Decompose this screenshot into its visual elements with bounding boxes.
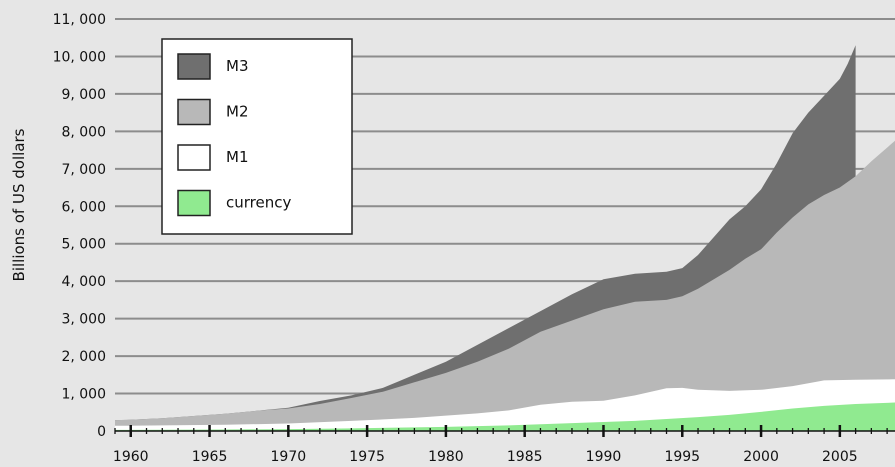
x-tick-label: 1970 — [271, 449, 307, 465]
y-tick-label: 11, 000 — [53, 12, 106, 28]
y-axis-label: Billions of US dollars — [10, 128, 28, 281]
series-area-currency — [115, 402, 895, 431]
x-tick-label: 1975 — [349, 449, 385, 465]
y-tick-label: 9, 000 — [61, 87, 106, 103]
x-tick-label: 2000 — [743, 449, 779, 465]
legend-swatch-m2 — [177, 98, 211, 126]
y-tick-label: 3, 000 — [61, 312, 106, 328]
legend-label-m3: M3 — [226, 57, 249, 75]
x-tick-label: 1990 — [586, 449, 622, 465]
axis-layer: 0 1, 000 2, 000 3, 000 4, 000 5, 000 6, 000 7, … — [53, 12, 895, 465]
x-tick-label: 1980 — [428, 449, 464, 465]
x-tick-label: 1960 — [113, 449, 149, 465]
legend-label-m1: M1 — [226, 148, 249, 166]
x-tick-label: 1965 — [192, 449, 228, 465]
legend: M3 M2 M1 currency — [161, 38, 353, 235]
y-tick-label: 1, 000 — [61, 387, 106, 403]
y-tick-label: 6, 000 — [61, 199, 106, 215]
y-tick-label: 8, 000 — [61, 124, 106, 140]
x-tick-label: 1985 — [507, 449, 543, 465]
area-layer — [115, 45, 895, 431]
y-tick-label: 4, 000 — [61, 274, 106, 290]
y-tick-label: 2, 000 — [61, 349, 106, 365]
legend-label-m2: M2 — [226, 103, 249, 121]
legend-swatch-m1 — [177, 144, 211, 171]
x-tick-label: 2005 — [822, 449, 858, 465]
legend-swatch-currency — [177, 189, 211, 217]
y-tick-label: 10, 000 — [53, 49, 106, 65]
y-tick-label: 7, 000 — [61, 162, 106, 178]
y-tick-label: 0 — [97, 424, 106, 440]
legend-swatch-m3 — [177, 53, 211, 80]
legend-label-currency: currency — [226, 194, 291, 212]
y-tick-label: 5, 000 — [61, 237, 106, 253]
series-area-m2 — [115, 140, 895, 431]
x-tick-label: 1995 — [664, 449, 700, 465]
